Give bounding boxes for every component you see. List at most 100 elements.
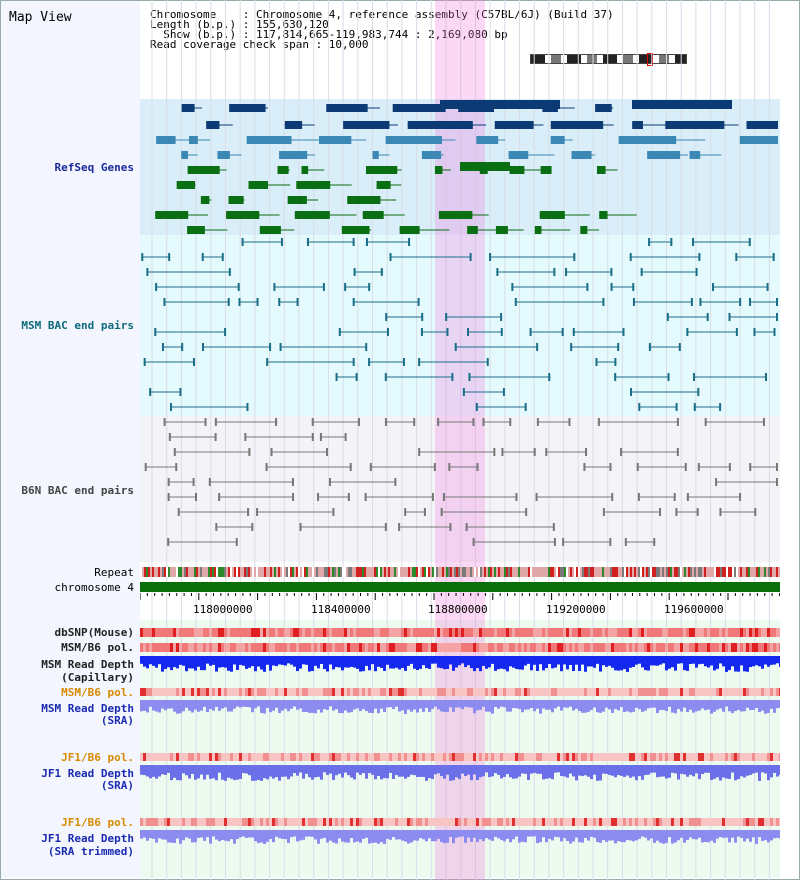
b6n-bac-pair-end [465, 523, 468, 531]
feature-canvas[interactable] [140, 0, 780, 880]
gene-exon [347, 196, 381, 204]
dbsnp-cell [728, 628, 731, 637]
jf1-depth-bar [428, 765, 431, 779]
chromosome-label: chromosome 4 [54, 581, 134, 594]
b6n-bac-pair-end [585, 448, 588, 456]
jf1-depth-bar [533, 765, 536, 773]
axis-tick-label: 118400000 [311, 603, 371, 616]
repeat-cell [766, 567, 768, 577]
jf1-trim-depth-bar [515, 830, 518, 837]
repeat-cell [704, 567, 706, 577]
msm-pol-cell [764, 643, 767, 652]
msm-pol-cell [677, 643, 680, 652]
dbsnp-cell [200, 628, 203, 637]
b6n-bac-pair-end [214, 418, 217, 426]
msm-bac-pair-end [773, 328, 776, 336]
chromosome-ideogram[interactable] [530, 53, 687, 66]
msm-pol-cell [344, 643, 347, 652]
msm-pol-cell [281, 643, 284, 652]
jf1-depth-bar [698, 765, 701, 780]
repeat-cell [380, 567, 382, 577]
dbsnp-cell [725, 628, 728, 637]
jf1-pol-2-cell [725, 818, 728, 826]
msm-depth-bar [272, 656, 275, 666]
repeat-cell [414, 567, 416, 577]
jf1-trim-depth-bar [248, 830, 251, 838]
b6n-bac-pair-end [776, 463, 778, 471]
msm-bac-label[interactable]: MSM BAC end pairs [21, 319, 134, 332]
msm-pol-cell [707, 643, 710, 652]
msm-pol-sra-cell [149, 688, 152, 696]
selected-region-highlight[interactable] [435, 0, 485, 880]
b6n-bac-pair-end [653, 538, 656, 546]
msm-sra-depth-bar [215, 700, 218, 707]
msm-pol-cell [227, 643, 230, 652]
msm-bac-pair-end [475, 403, 478, 411]
jf1-trim-depth-bar [638, 830, 641, 839]
b6n-bac-label[interactable]: B6N BAC end pairs [21, 484, 134, 497]
msm-bac-pair-end [699, 298, 702, 306]
dbsnp-cell [617, 628, 620, 637]
jf1-depth-bar [536, 765, 539, 774]
msm-pol-sra-cell [200, 688, 203, 696]
msm-sra-depth-bar [641, 700, 644, 712]
jf1-pol-2-cell [665, 818, 668, 826]
repeat-cell [318, 567, 320, 577]
jf1-trim-depth-bar [464, 830, 467, 843]
dbsnp-cell [473, 628, 476, 637]
msm-pol-sra-cell [626, 688, 629, 696]
jf1-pol-2-cell [497, 818, 500, 826]
repeat-cell [410, 567, 412, 577]
msm-pol-cell [194, 643, 197, 652]
msm-sra-depth-bar [674, 700, 677, 714]
msm-bac-pair-end [467, 328, 470, 336]
msm-pol-cell [656, 643, 659, 652]
dbsnp-cell [257, 628, 260, 637]
msm-pol-sra-cell [494, 688, 497, 696]
msm-pol-cell [461, 643, 464, 652]
msm-pol-cell [209, 643, 212, 652]
jf1-pol-cell [179, 753, 182, 761]
dbsnp-cell [320, 628, 323, 637]
jf1-pol-2-cell [335, 818, 338, 826]
b6n-bac-pair-end [244, 433, 247, 441]
gene-exon [434, 166, 443, 174]
b6n-bac-pair-end [349, 463, 352, 471]
msm-pol-sra-cell [461, 688, 464, 696]
msm-sra-depth-bar [761, 700, 764, 711]
msm-pol-sra-cell [491, 688, 494, 696]
msm-pol-sra-cell [452, 688, 455, 696]
dbsnp-cell [218, 628, 221, 637]
dbsnp-cell [368, 628, 371, 637]
msm-pol-cell [455, 643, 458, 652]
repeat-cell [200, 567, 202, 577]
msm-pol-cell [779, 643, 780, 652]
msm-pol-cell [578, 643, 581, 652]
repeat-cell [480, 567, 482, 577]
gene-exon [407, 121, 473, 129]
jf1-pol-cell [596, 753, 599, 761]
refseq-label[interactable]: RefSeq Genes [54, 161, 134, 174]
jf1-pol-2-cell [296, 818, 299, 826]
jf1-pol-2-cell [248, 818, 251, 826]
dbsnp-cell [464, 628, 467, 637]
msm-bac-pair-end [640, 268, 643, 276]
jf1-pol-2-cell [317, 818, 320, 826]
repeat-cell [758, 567, 760, 577]
jf1-pol-2-cell [161, 818, 164, 826]
jf1-pol-cell [551, 753, 554, 761]
msm-sra-depth-bar [551, 700, 554, 713]
jf1-pol-cell [674, 753, 677, 761]
msm-sra-depth-bar [458, 700, 461, 708]
jf1-trim-depth-bar [239, 830, 242, 838]
jf1-pol-cell [404, 753, 407, 761]
dbsnp-cell [251, 628, 254, 637]
msm-pol-sra-cell [674, 688, 677, 696]
gene-exon [259, 226, 281, 234]
jf1-pol-cell [776, 753, 779, 761]
jf1-pol-2-cell [773, 818, 776, 826]
jf1-trim-depth-bar [653, 830, 656, 843]
dbsnp-cell [731, 628, 734, 637]
msm-sra-depth-bar [356, 700, 359, 709]
repeat-cell [592, 567, 594, 577]
